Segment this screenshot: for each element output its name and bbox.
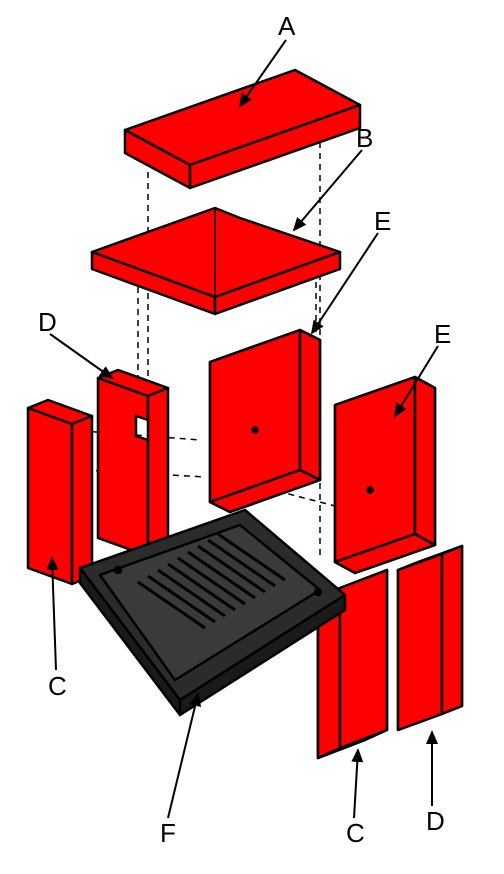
part-side-rear-right — [398, 546, 462, 730]
part-baffle-plate — [92, 208, 340, 314]
label-E-1: E — [374, 206, 391, 236]
label-B: B — [356, 123, 373, 153]
label-C-2: C — [346, 818, 365, 848]
part-side-rear-left — [98, 370, 168, 556]
part-back-brick-right — [335, 377, 435, 573]
part-top-plate — [125, 70, 360, 188]
exploded-diagram: A B E E D C D C F — [0, 0, 504, 874]
part-side-front-left — [28, 400, 92, 584]
label-D-1: D — [38, 307, 57, 337]
label-A: A — [278, 11, 296, 41]
label-C-1: C — [48, 671, 67, 701]
part-back-brick-left — [210, 330, 320, 512]
label-E-2: E — [434, 319, 451, 349]
label-D-2: D — [426, 806, 445, 836]
label-F: F — [160, 818, 176, 848]
